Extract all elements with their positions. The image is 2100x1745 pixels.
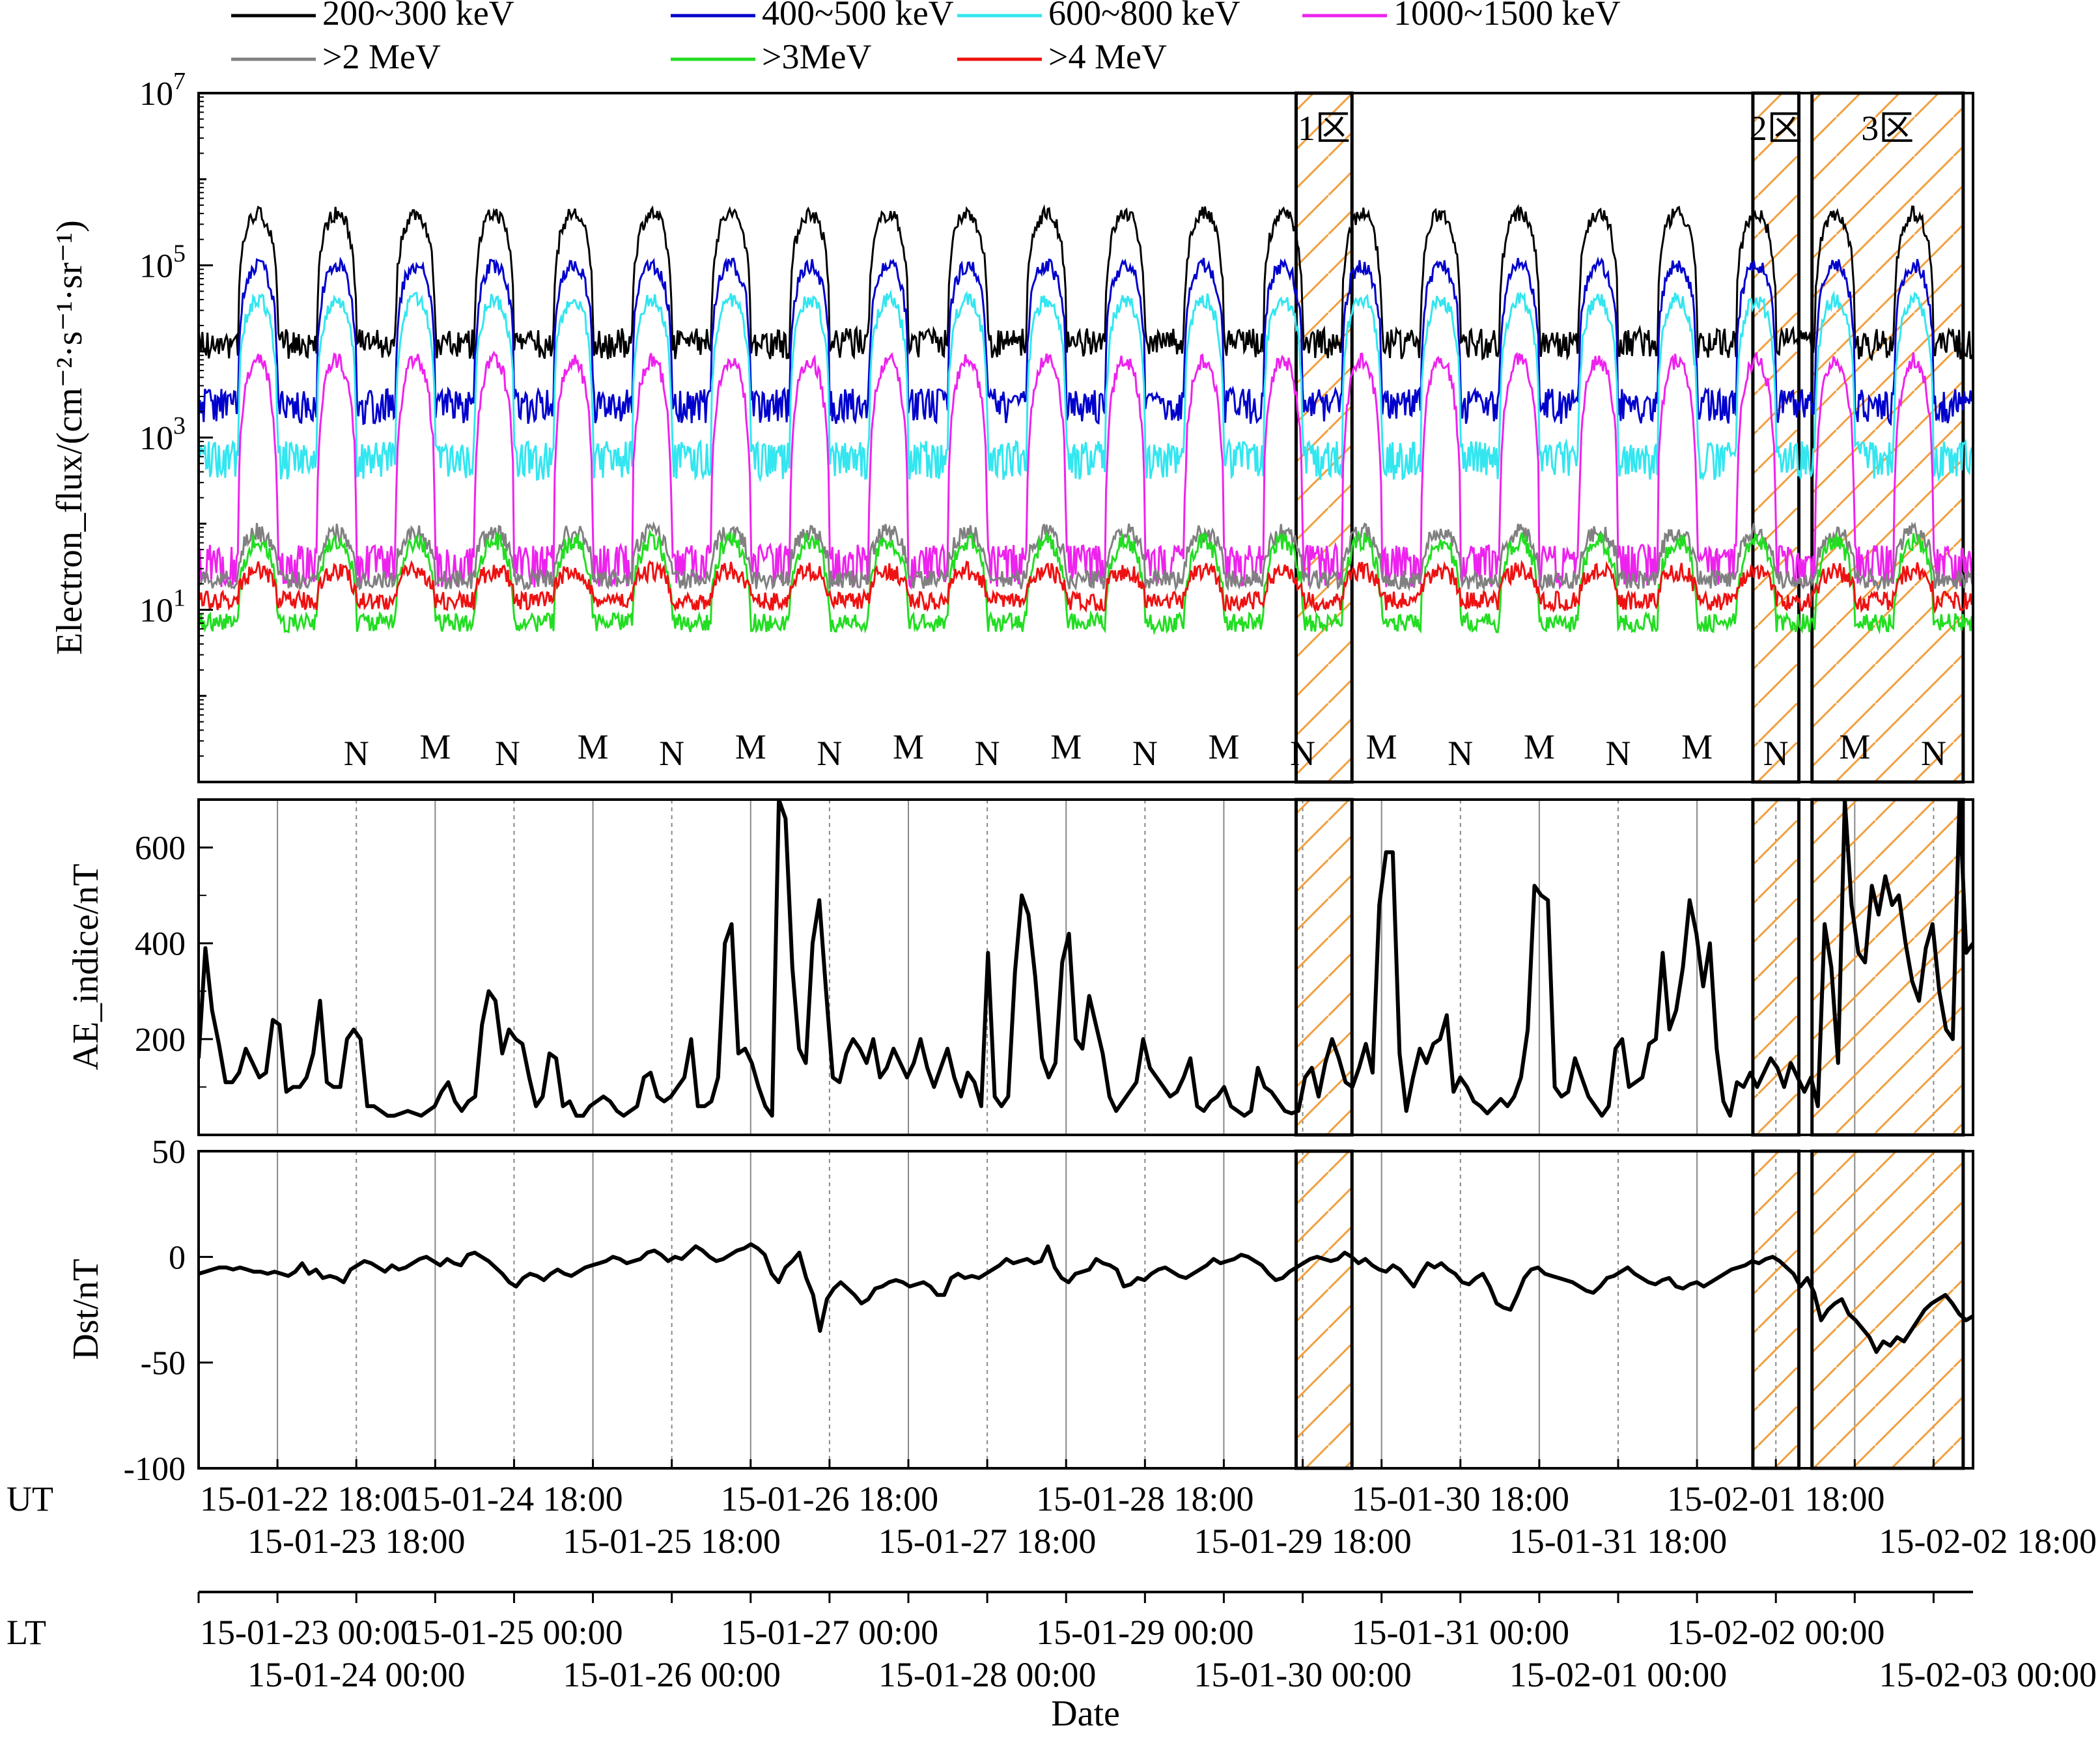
orbit-label-11: M <box>1208 727 1239 766</box>
dst-frame <box>197 1150 1974 1470</box>
flux-tick-label-7: 107 <box>139 68 186 113</box>
ae-index-panel: 200 400 600 AE_indice/nT <box>66 798 1974 1137</box>
dst-index-panel: 50 0 -50 -100 Dst/nT <box>66 1134 1974 1488</box>
orbit-label-3: M <box>578 727 609 766</box>
region-2-dst <box>1751 1149 1801 1470</box>
orbit-label-12: N <box>1290 734 1315 773</box>
ut-label-row2-5: 15-02-02 18:00 <box>1879 1522 2097 1561</box>
flux-tick-label-3: 103 <box>139 412 186 457</box>
orbit-label-1: M <box>419 727 451 766</box>
region-label-2: 2区 <box>1750 109 1802 148</box>
legend-label-6: >4 MeV <box>1048 37 1167 76</box>
ut-label-row1-1: 15-01-24 18:00 <box>405 1479 623 1518</box>
ae-tick-label-400: 400 <box>135 926 186 963</box>
legend-label-4: >2 MeV <box>322 37 441 76</box>
legend-label-0: 200~300 keV <box>322 0 514 33</box>
orbit-label-9: M <box>1050 727 1082 766</box>
lt-label-row2-3: 15-01-30 00:00 <box>1194 1655 1411 1694</box>
lt-label-row1-4: 15-01-31 00:00 <box>1352 1613 1569 1652</box>
region-3-dst <box>1810 1149 1965 1470</box>
lt-label-row1-3: 15-01-29 00:00 <box>1036 1613 1253 1652</box>
legend-label-1: 400~500 keV <box>762 0 954 33</box>
orbit-label-17: M <box>1681 727 1713 766</box>
flux-series-1 <box>199 256 1973 426</box>
flux-tick-label-5: 105 <box>139 240 186 285</box>
ae-y-axis-label: AE_indice/nT <box>66 863 106 1070</box>
flux-series-6 <box>199 559 1973 614</box>
dst-tick-label-50: 50 <box>152 1134 186 1171</box>
ae-frame <box>197 798 1974 1136</box>
electron-flux-panel: 1区 2区 3区 101 103 105 107 N M N M N M N M N M N M N M N M N M N M… <box>49 68 1974 784</box>
orbit-label-5: M <box>735 727 766 766</box>
lt-label-row2-5: 15-02-03 00:00 <box>1879 1655 2097 1694</box>
ut-label-row1-0: 15-01-22 18:00 <box>200 1479 417 1518</box>
orbit-label-6: N <box>817 734 842 773</box>
region-3-ae <box>1810 798 1965 1137</box>
ut-label-row2-0: 15-01-23 18:00 <box>247 1522 465 1561</box>
ut-label-row1-5: 15-02-01 18:00 <box>1667 1479 1884 1518</box>
orbit-label-15: M <box>1524 727 1555 766</box>
flux-frame <box>197 92 1974 783</box>
orbit-label-20: N <box>1921 734 1946 773</box>
flux-y-axis-label: Electron_flux/(cm⁻²·s⁻¹·sr⁻¹) <box>49 220 90 655</box>
region-3-flux <box>1810 91 1965 784</box>
flux-series-4 <box>199 521 1973 592</box>
ut-prefix: UT <box>7 1479 53 1518</box>
ae-tick-label-200: 200 <box>135 1022 186 1059</box>
flux-series-0 <box>199 204 1973 362</box>
orbit-label-14: N <box>1448 734 1473 773</box>
orbit-label-19: M <box>1839 727 1870 766</box>
region-label-1: 1区 <box>1298 109 1351 148</box>
ae-series-line <box>199 800 1973 1118</box>
legend-label-3: 1000~1500 keV <box>1393 0 1621 33</box>
ut-label-row2-1: 15-01-25 18:00 <box>563 1522 780 1561</box>
orbit-label-7: M <box>893 727 924 766</box>
ut-label-row2-3: 15-01-29 18:00 <box>1194 1522 1411 1561</box>
orbit-label-8: N <box>975 734 1000 773</box>
orbit-label-18: N <box>1763 734 1789 773</box>
lt-label-row1-1: 15-01-25 00:00 <box>405 1613 623 1652</box>
ut-label-row1-4: 15-01-30 18:00 <box>1352 1479 1569 1518</box>
region-label-3: 3区 <box>1861 109 1914 148</box>
orbit-label-16: N <box>1606 734 1631 773</box>
region-1-dst <box>1294 1149 1354 1470</box>
orbit-label-0: N <box>344 734 369 773</box>
x-axis-label: Date <box>1051 1694 1120 1734</box>
ut-label-row2-4: 15-01-31 18:00 <box>1509 1522 1727 1561</box>
orbit-label-10: N <box>1132 734 1158 773</box>
legend-label-2: 600~800 keV <box>1048 0 1240 33</box>
dst-tick-label--50: -50 <box>141 1345 186 1382</box>
flux-series-2 <box>199 289 1973 483</box>
legend: 200~300 keV 400~500 keV 600~800 keV 1000~15… <box>231 0 1621 76</box>
lt-prefix: LT <box>7 1613 46 1652</box>
ut-label-row1-3: 15-01-28 18:00 <box>1036 1479 1253 1518</box>
ae-tick-label-600: 600 <box>135 830 186 867</box>
legend-label-5: >3MeV <box>762 37 871 76</box>
dst-series-line <box>199 1242 1973 1354</box>
flux-series-5 <box>199 528 1973 635</box>
lt-label-row2-1: 15-01-26 00:00 <box>563 1655 780 1694</box>
orbit-label-4: N <box>659 734 684 773</box>
lt-label-row2-4: 15-02-01 00:00 <box>1509 1655 1727 1694</box>
region-1-flux <box>1294 91 1354 784</box>
lt-label-row1-2: 15-01-27 00:00 <box>721 1613 938 1652</box>
lt-label-row1-0: 15-01-23 00:00 <box>200 1613 417 1652</box>
dst-tick-label-0: 0 <box>169 1239 186 1276</box>
ut-label-row2-2: 15-01-27 18:00 <box>878 1522 1096 1561</box>
orbit-label-13: M <box>1366 727 1397 766</box>
flux-tick-label-1: 101 <box>139 585 186 630</box>
lt-label-row2-0: 15-01-24 00:00 <box>247 1655 465 1694</box>
orbit-label-2: N <box>495 734 520 773</box>
dst-y-axis-label: Dst/nT <box>66 1259 106 1360</box>
lt-label-row1-5: 15-02-02 00:00 <box>1667 1613 1884 1652</box>
dst-tick-label--100: -100 <box>124 1451 186 1488</box>
ut-label-row1-2: 15-01-26 18:00 <box>721 1479 938 1518</box>
lt-label-row2-2: 15-01-28 00:00 <box>878 1655 1096 1694</box>
